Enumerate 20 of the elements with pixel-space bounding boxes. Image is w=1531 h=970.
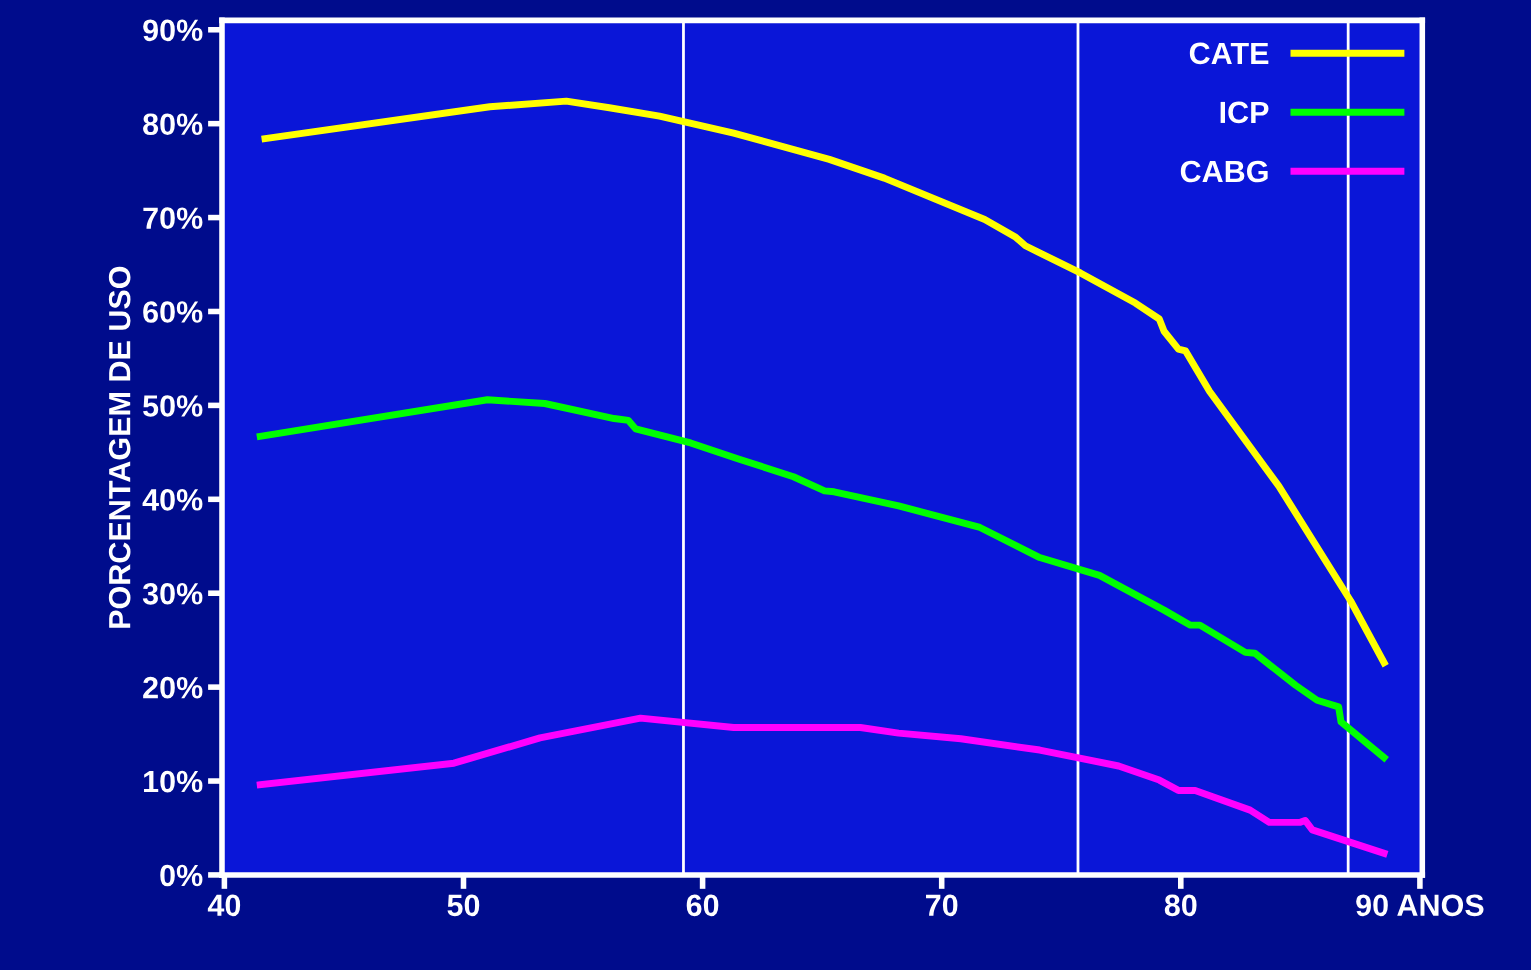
legend-label: CABG (1180, 160, 1268, 183)
x-tick-label: 80 (1164, 894, 1197, 917)
y-tick-label: 10% (144, 770, 203, 793)
y-tick-label: 60% (143, 301, 203, 323)
y-axis-title: PORCENTAGEM DE USO (108, 266, 131, 628)
x-tick-label: 90 ANOS (1356, 894, 1484, 917)
y-tick-label: 70% (143, 207, 203, 229)
x-tick-label: 70 (926, 894, 958, 917)
y-tick-label: 0% (160, 864, 203, 887)
legend-label: CATE (1189, 42, 1269, 65)
x-tick-label: 60 (686, 894, 719, 917)
y-tick-label: 40% (142, 489, 203, 511)
x-tick-label: 50 (447, 894, 480, 917)
legend-label: ICP (1220, 101, 1269, 124)
y-tick-label: 30% (142, 582, 203, 605)
y-tick-label: 90% (143, 19, 203, 42)
y-tick-label: 80% (143, 113, 203, 136)
y-tick-label: 20% (143, 676, 203, 699)
x-tick-label: 40 (207, 894, 241, 917)
y-tick-label: 50% (143, 395, 203, 417)
